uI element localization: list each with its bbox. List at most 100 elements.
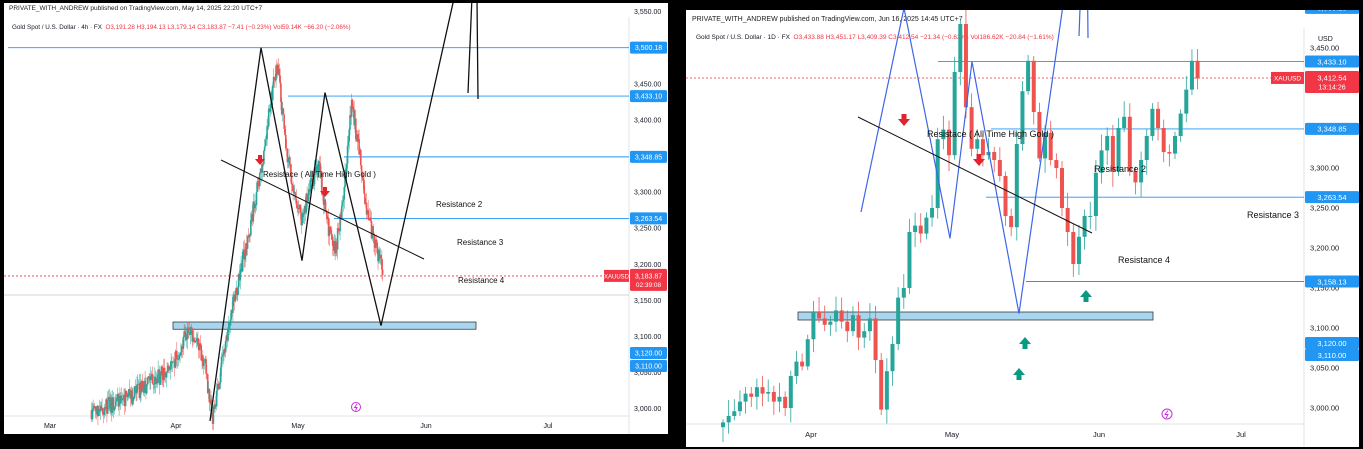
level-tag bbox=[630, 360, 667, 372]
candle-body bbox=[162, 375, 164, 380]
candle-body bbox=[1116, 128, 1121, 172]
candle-body bbox=[327, 217, 330, 237]
candle-body bbox=[345, 163, 348, 174]
candle-body bbox=[345, 169, 347, 174]
candle-body bbox=[206, 374, 209, 393]
candle-body bbox=[766, 392, 771, 394]
volume-change: −66.20 (−2.06%) bbox=[303, 24, 351, 31]
candle-body bbox=[313, 167, 316, 185]
candle-body bbox=[208, 388, 211, 403]
volume-change: −20.84 (−1.61%) bbox=[1005, 34, 1054, 41]
candle-body bbox=[372, 226, 374, 234]
candle-body bbox=[907, 232, 912, 288]
candle-body bbox=[272, 76, 275, 86]
candle-body bbox=[202, 355, 204, 366]
level-tag bbox=[1305, 10, 1359, 14]
candle-body bbox=[308, 189, 311, 192]
candle-body bbox=[154, 376, 157, 385]
candle-body bbox=[252, 201, 255, 222]
symbol-label: Gold Spot / U.S. Dollar · 4h · FX bbox=[12, 24, 102, 31]
candle-body bbox=[95, 410, 98, 415]
candle-body bbox=[235, 287, 237, 291]
y-tick-label: 3,150.00 bbox=[634, 298, 661, 305]
y-tick-label: 3,450.00 bbox=[634, 81, 661, 88]
candle-body bbox=[197, 338, 199, 347]
candle-body bbox=[140, 382, 142, 392]
x-tick-label: Jul bbox=[544, 423, 553, 430]
symbol-tag-label: XAUUSD bbox=[604, 274, 630, 280]
candle-body bbox=[145, 384, 147, 394]
candle-body bbox=[108, 396, 111, 400]
candle-body bbox=[167, 365, 170, 367]
candle-body bbox=[189, 332, 191, 335]
candle-body bbox=[189, 327, 192, 335]
level-tag-label: 3,120.00 bbox=[635, 351, 662, 358]
candle-body bbox=[265, 139, 268, 140]
candle-body bbox=[980, 139, 985, 156]
publisher-header: PRIVATE_WITH_ANDREW published on Trading… bbox=[692, 16, 963, 23]
countdown-label: 02:39:08 bbox=[636, 282, 662, 289]
candle-body bbox=[353, 109, 355, 126]
level-tag-label: 3,500.18 bbox=[1317, 10, 1346, 13]
level-tag-label: 3,120.00 bbox=[1317, 339, 1346, 348]
candle-body bbox=[203, 360, 206, 362]
candle-body bbox=[326, 211, 328, 220]
x-tick-label: May bbox=[291, 423, 305, 430]
candle-body bbox=[237, 274, 240, 288]
candle-body bbox=[301, 217, 303, 226]
candle-body bbox=[246, 236, 249, 249]
open-value: O3,433.88 bbox=[793, 34, 824, 41]
candle-body bbox=[141, 381, 144, 389]
candle-body bbox=[280, 101, 283, 115]
candle-body bbox=[198, 343, 201, 351]
candle-body bbox=[209, 399, 211, 403]
candle-body bbox=[958, 24, 963, 72]
candle-body bbox=[126, 393, 129, 398]
candle-body bbox=[381, 258, 383, 270]
level-tag-label: 3,110.00 bbox=[1318, 351, 1347, 360]
candle-body bbox=[171, 361, 174, 363]
level-tag bbox=[630, 347, 667, 359]
candle-body bbox=[368, 219, 370, 221]
chart-canvas-1d[interactable]: USD 3,000.00 3,050.00 3,100.00 3,150.00 3,200… bbox=[686, 10, 1359, 447]
candle-body bbox=[381, 269, 384, 275]
candle-body bbox=[142, 388, 145, 393]
candle-body bbox=[115, 401, 117, 407]
candle-body bbox=[212, 406, 215, 424]
candle-body bbox=[294, 192, 297, 199]
volume-value: Vol186.62K bbox=[970, 34, 1004, 41]
level-tag-label: 3,500.18 bbox=[635, 45, 662, 52]
candle-body bbox=[134, 386, 137, 389]
candle-body bbox=[924, 217, 929, 234]
candle-body bbox=[358, 138, 360, 155]
candle-body bbox=[172, 361, 175, 363]
candle-body bbox=[224, 349, 226, 353]
descending-trendline bbox=[220, 159, 425, 260]
candle-body bbox=[1127, 116, 1132, 172]
candle-body bbox=[726, 416, 731, 423]
candle-body bbox=[365, 202, 368, 215]
candle-body bbox=[111, 397, 114, 413]
candle-body bbox=[952, 72, 957, 156]
y-tick-label: 3,100.00 bbox=[1310, 324, 1339, 333]
candle-body bbox=[257, 181, 259, 183]
candle-body bbox=[340, 205, 343, 219]
level-tag bbox=[630, 212, 667, 225]
candle-body bbox=[811, 312, 816, 340]
candle-body bbox=[1173, 136, 1177, 154]
candle-body bbox=[137, 383, 140, 385]
chart-canvas-4h[interactable]: 3,000.00 3,050.00 3,100.00 3,150.00 3,200.00… bbox=[4, 3, 668, 434]
candle-body bbox=[273, 76, 276, 79]
candle-body bbox=[248, 234, 250, 238]
candle-body bbox=[245, 243, 247, 257]
level-tag-label: 3,110.00 bbox=[635, 364, 662, 371]
candle-body bbox=[335, 242, 337, 254]
candle-body bbox=[219, 367, 222, 383]
candle-body bbox=[326, 217, 329, 220]
candle-body bbox=[184, 333, 187, 341]
ath-label: Resistace ( All Time High Gold ) bbox=[927, 129, 1054, 139]
support-zone bbox=[172, 321, 477, 330]
level-tag-label: 3,433.10 bbox=[1317, 57, 1346, 66]
candle-body bbox=[268, 108, 271, 112]
chart-panel-1d: PRIVATE_WITH_ANDREW published on Trading… bbox=[686, 10, 1359, 447]
